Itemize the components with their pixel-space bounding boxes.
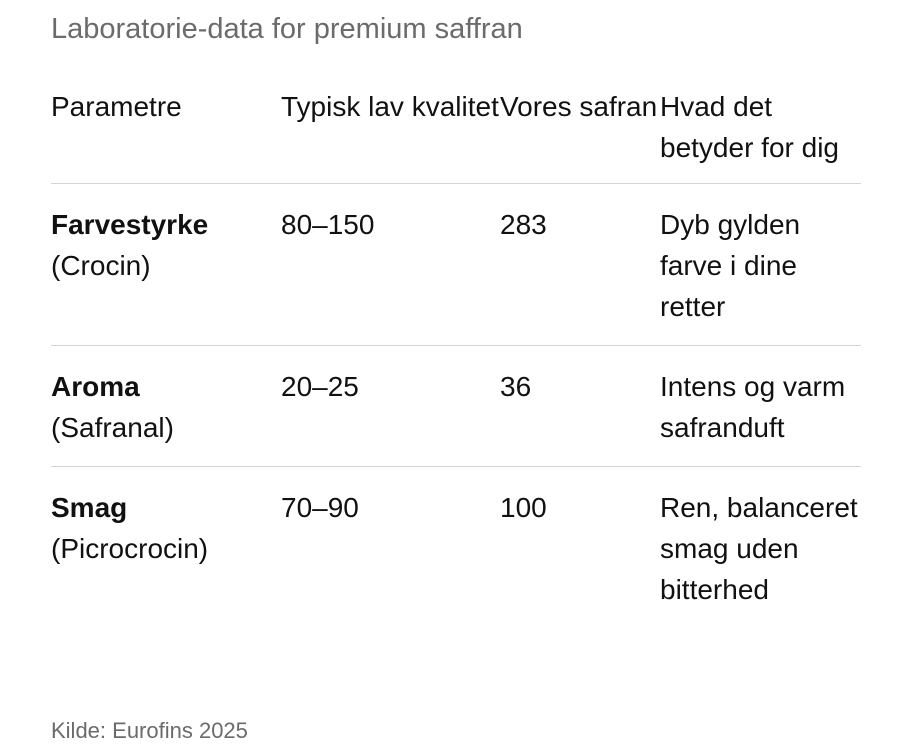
page-title: Laboratorie-data for premium saffran: [51, 13, 523, 45]
column-header-low-quality: Typisk lav kvalitet: [281, 86, 500, 184]
parameter-compound: (Picrocrocin): [51, 533, 209, 564]
low-quality-value: 70–90: [281, 492, 359, 523]
meaning-text: Dyb gylden farve i dine retter: [660, 183, 861, 346]
ours-value: 283: [500, 183, 660, 346]
parameter-name: Farvestyrke: [51, 209, 209, 240]
table-header-row: Parametre Typisk lav kvalitet Vores safr…: [51, 86, 861, 184]
column-header-meaning: Hvad det betyder for dig: [660, 86, 861, 184]
parameter-cell: Smag (Picrocrocin): [51, 467, 281, 629]
source-note: Kilde: Eurofins 2025: [51, 718, 248, 743]
parameter-compound: (Crocin): [51, 250, 151, 281]
parameter-cell: Farvestyrke (Crocin): [51, 183, 281, 346]
lab-data-table: Parametre Typisk lav kvalitet Vores safr…: [51, 86, 861, 628]
parameter-name: Smag: [51, 492, 128, 523]
low-quality-value: 80–150: [281, 183, 500, 346]
column-header-ours: Vores safran: [500, 86, 660, 184]
meaning-text: Ren, balanceret smag uden bitterhed: [660, 492, 858, 605]
parameter-compound: (Safranal): [51, 412, 174, 443]
ours-value: 36: [500, 345, 660, 467]
column-header-parameter: Parametre: [51, 86, 281, 184]
table-row: Aroma (Safranal) 20–25 36 Intens og varm…: [51, 345, 861, 467]
table-row: Smag (Picrocrocin) 70–90 100 Ren, balanc…: [51, 467, 861, 629]
meaning-text: Intens og varm safranduft: [660, 345, 861, 467]
low-quality-value: 20–25: [281, 345, 500, 467]
table-row: Farvestyrke (Crocin) 80–150 283 Dyb gyld…: [51, 183, 861, 346]
ours-value: 100: [500, 492, 547, 523]
parameter-cell: Aroma (Safranal): [51, 345, 281, 467]
parameter-name: Aroma: [51, 371, 140, 402]
